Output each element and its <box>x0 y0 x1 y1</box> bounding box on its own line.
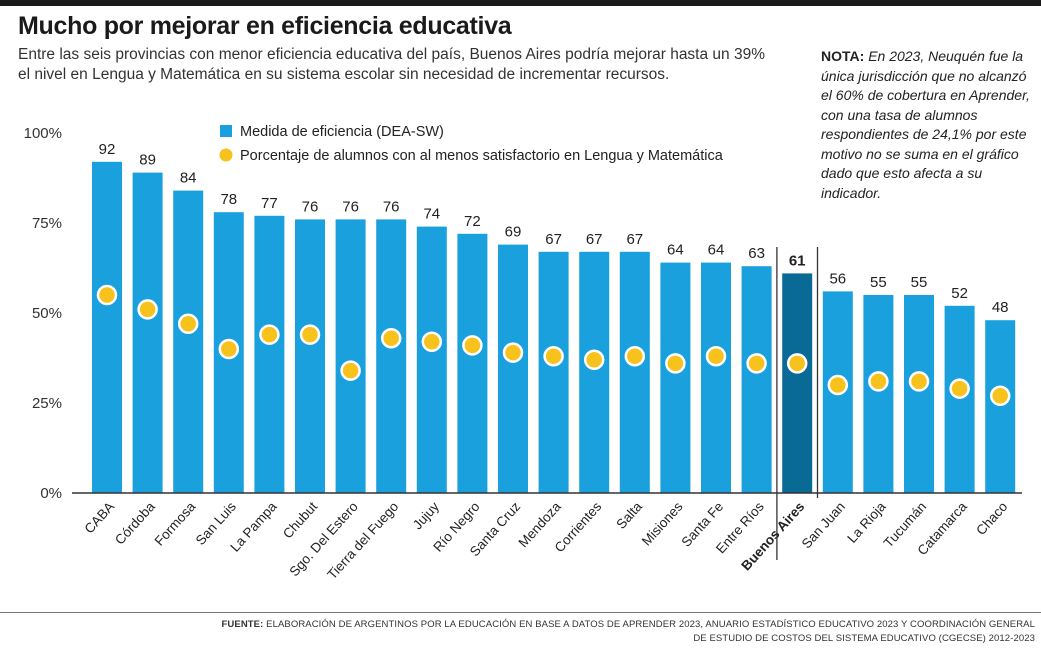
x-tick-label: San Juan <box>799 499 848 551</box>
bar <box>904 295 934 493</box>
dot-marker <box>502 342 524 363</box>
bar-value-label: 84 <box>180 170 197 187</box>
bar-value-label: 55 <box>870 274 887 291</box>
legend-bar-swatch <box>220 125 232 137</box>
bar <box>376 219 407 493</box>
dot-marker <box>827 374 849 396</box>
bar <box>985 320 1016 493</box>
dot-marker <box>96 284 118 306</box>
bar-value-label: 55 <box>911 274 928 291</box>
y-tick-label: 100% <box>24 125 62 142</box>
dot-marker <box>259 324 280 345</box>
legend-dot-label: Porcentaje de alumnos con al menos satis… <box>240 148 724 164</box>
dot-marker <box>624 345 646 367</box>
bar-value-label: 48 <box>992 299 1009 316</box>
legend-bar-label: Medida de eficiencia (DEA-SW) <box>240 124 444 140</box>
bar-value-label: 92 <box>99 141 116 158</box>
dot-marker <box>177 313 199 335</box>
bar-value-label: 52 <box>951 285 968 302</box>
bar <box>782 273 813 493</box>
bar-value-label: 67 <box>626 231 643 248</box>
dot-marker <box>746 353 767 374</box>
dot-marker <box>665 353 686 374</box>
bar <box>173 190 204 493</box>
bar-value-label: 89 <box>139 152 156 169</box>
bar <box>92 161 122 494</box>
dot-marker <box>705 345 727 367</box>
chart-subtitle: Entre las seis provincias con menor efic… <box>18 46 765 83</box>
bar-chart: 0% 25% 50% 75% 100% 92 CABA 89 Córdoba 84 Formosa 7… <box>24 124 1022 582</box>
source-text: ELABORACIÓN DE ARGENTINOS POR LA EDUCACI… <box>266 619 1035 644</box>
bar-value-label: 76 <box>302 198 319 215</box>
top-rule <box>0 0 1041 6</box>
note-text: En 2023, Neuquén fue la única jurisdicci… <box>821 48 1030 201</box>
bar <box>416 226 447 493</box>
dot-marker <box>218 338 240 360</box>
bar <box>335 219 366 493</box>
bar-value-label: 61 <box>789 252 806 269</box>
source-label: FUENTE: <box>221 619 264 630</box>
bar <box>295 219 325 493</box>
bar <box>619 251 650 493</box>
bar-value-label: 67 <box>545 231 562 248</box>
bar <box>944 305 975 493</box>
bar-value-label: 56 <box>829 270 846 287</box>
dot-marker <box>543 345 564 367</box>
bar <box>741 266 772 493</box>
dot-marker <box>299 324 321 345</box>
x-tick-label: Jujuy <box>410 499 442 533</box>
note-box: NOTA: En 2023, Neuquén fue la única juri… <box>821 47 1031 203</box>
x-tick-label: Formosa <box>152 499 199 549</box>
bar <box>498 244 528 493</box>
y-tick-label: 50% <box>32 305 62 322</box>
y-tick-label: 25% <box>32 395 62 412</box>
bar-value-label: 64 <box>708 242 725 259</box>
dot-marker <box>786 353 808 374</box>
x-tick-label: Chaco <box>973 499 1010 538</box>
bar-value-label: 77 <box>261 195 278 212</box>
dot-marker <box>908 371 930 392</box>
dot-marker <box>380 327 402 349</box>
dot-marker <box>462 335 483 356</box>
bottom-rule <box>0 612 1041 613</box>
bar <box>254 215 285 494</box>
bar <box>579 251 610 493</box>
y-tick-label: 75% <box>32 215 62 232</box>
x-tick-label: CABA <box>81 499 117 536</box>
dot-marker <box>421 331 443 353</box>
chart-title: Mucho por mejorar en eficiencia educativ… <box>18 12 512 40</box>
bar <box>457 233 488 494</box>
bar-value-label: 67 <box>586 231 603 248</box>
bar-value-label: 74 <box>423 206 440 223</box>
bar-value-label: 63 <box>748 245 765 262</box>
x-tick-label: Tierra del Fuego <box>324 499 401 582</box>
bar <box>132 172 163 493</box>
dot-marker <box>340 360 361 381</box>
note-label: NOTA: <box>821 48 865 64</box>
x-tick-label: Salta <box>613 499 645 532</box>
bar-value-label: 69 <box>505 224 522 241</box>
bar <box>660 262 691 493</box>
bar <box>701 262 731 493</box>
dot-marker <box>583 349 605 371</box>
dot-marker <box>949 378 970 399</box>
dot-marker <box>868 371 889 392</box>
bar-value-label: 72 <box>464 213 481 230</box>
bar <box>538 251 569 493</box>
bar-value-label: 64 <box>667 242 684 259</box>
y-tick-label: 0% <box>40 485 62 502</box>
bar-value-label: 78 <box>220 191 237 208</box>
source-note: FUENTE: ELABORACIÓN DE ARGENTINOS POR LA… <box>215 618 1035 646</box>
x-tick-label: Córdoba <box>112 499 158 548</box>
bar-value-label: 76 <box>342 198 359 215</box>
bar-value-label: 76 <box>383 198 400 215</box>
x-tick-label: Chubut <box>280 499 320 542</box>
bar <box>863 295 894 493</box>
dot-marker <box>137 299 158 320</box>
legend-dot-swatch <box>219 148 233 162</box>
dot-marker <box>989 385 1011 407</box>
